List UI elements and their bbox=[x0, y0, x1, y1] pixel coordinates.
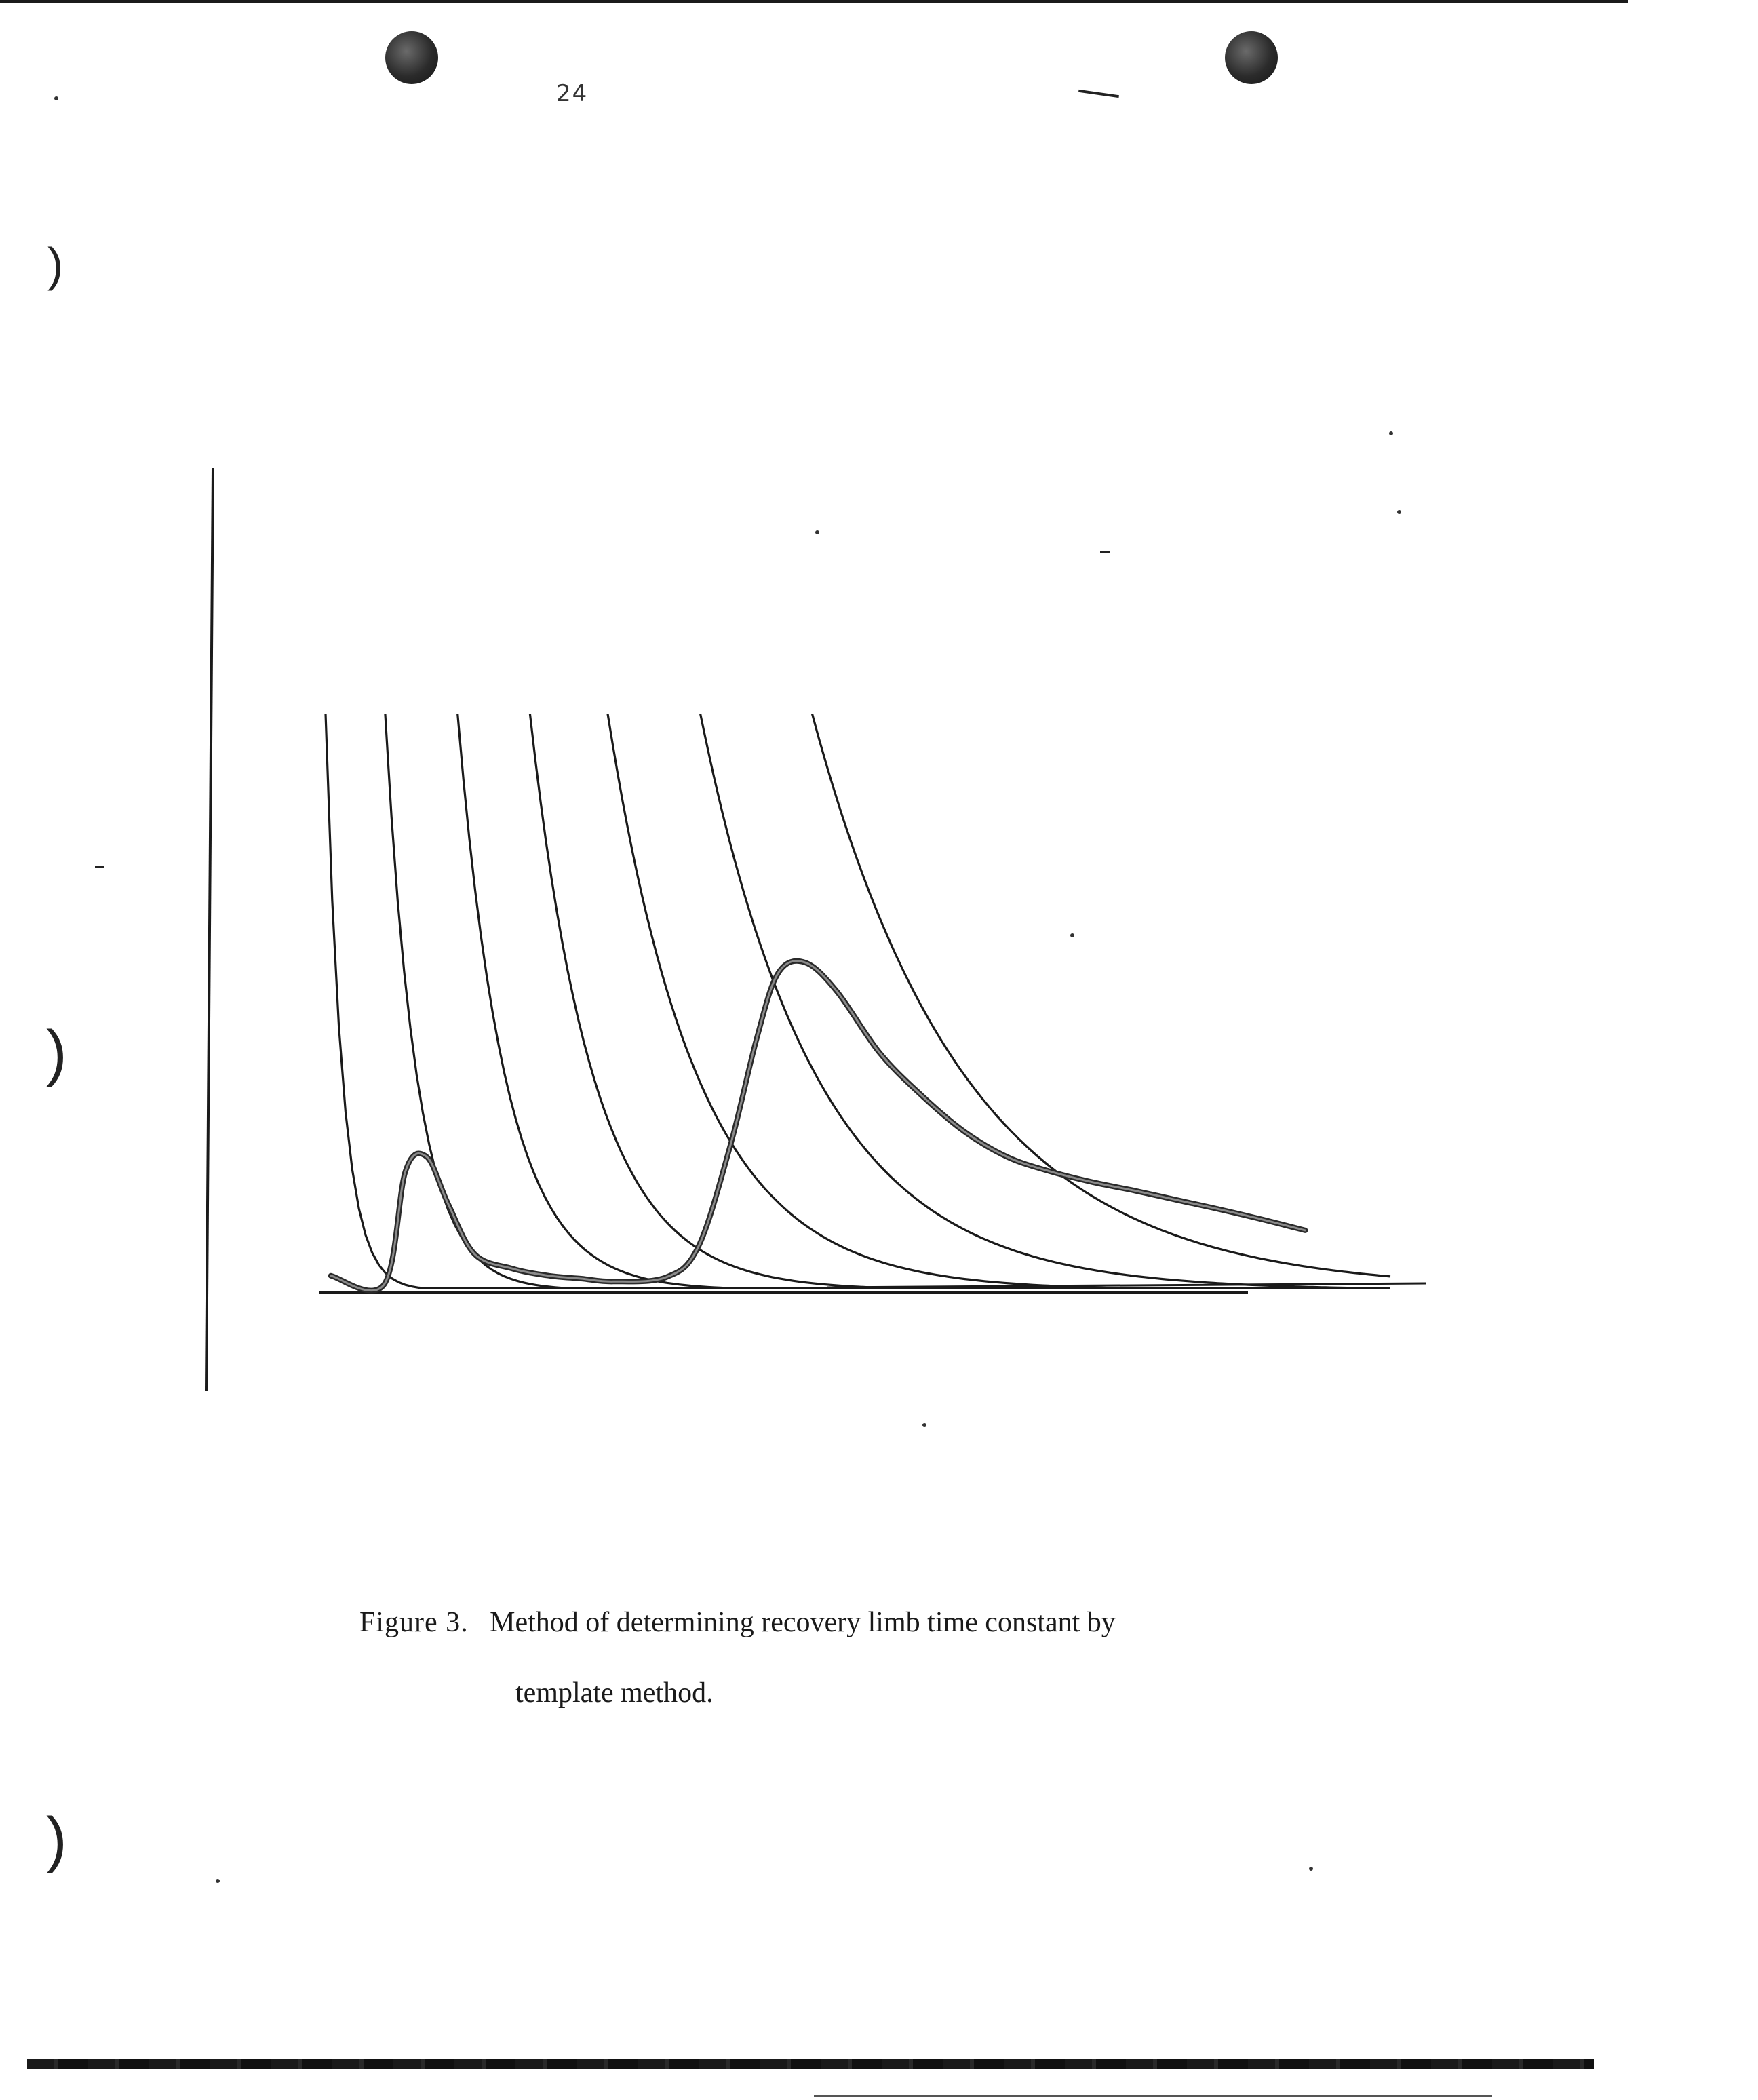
figure-caption: Figure 3. Method of determining recovery… bbox=[359, 1587, 1445, 1728]
template-curves bbox=[324, 713, 1391, 1289]
margin-mark: ) bbox=[46, 1805, 67, 1874]
figure-template-plot bbox=[205, 467, 1426, 1391]
scan-speck bbox=[1397, 510, 1401, 514]
punch-hole-right bbox=[1225, 31, 1278, 84]
caption-line-1: Figure 3. Method of determining recovery… bbox=[359, 1587, 1445, 1658]
scan-speck bbox=[1309, 1867, 1313, 1871]
caption-number: Figure 3. bbox=[359, 1607, 469, 1638]
template-curve bbox=[528, 714, 1390, 1289]
template-curve bbox=[384, 714, 1390, 1289]
plot-axes bbox=[205, 467, 1426, 1391]
hydrograph-line-inner bbox=[330, 960, 1306, 1292]
caption-line-2: template method. bbox=[515, 1677, 714, 1709]
template-curve bbox=[810, 713, 1391, 1278]
bottom-edge-rule bbox=[814, 2095, 1492, 2097]
scan-speck bbox=[1389, 431, 1393, 435]
scan-speck bbox=[54, 96, 58, 100]
margin-mark: ) bbox=[47, 238, 64, 291]
margin-mark: ) bbox=[46, 1018, 67, 1087]
hydrograph-line bbox=[328, 958, 1308, 1294]
scan-speck bbox=[815, 530, 819, 534]
scan-speck bbox=[216, 1879, 220, 1883]
hydrograph-curve bbox=[328, 958, 1308, 1294]
template-curve bbox=[456, 714, 1390, 1289]
page-mark: 24 bbox=[556, 80, 589, 107]
caption-text-1: Method of determining recovery limb time… bbox=[490, 1607, 1116, 1638]
template-curve bbox=[606, 714, 1390, 1289]
scan-speck bbox=[922, 1423, 926, 1427]
punch-hole-left bbox=[385, 31, 438, 84]
x-axis-extension bbox=[827, 1282, 1426, 1289]
scan-speck bbox=[1070, 933, 1074, 937]
bottom-edge-band bbox=[27, 2059, 1594, 2069]
scan-mark bbox=[95, 866, 104, 868]
template-curve bbox=[324, 714, 1390, 1289]
template-curve bbox=[699, 714, 1390, 1289]
top-rule bbox=[0, 0, 1628, 3]
scan-mark bbox=[1078, 89, 1119, 98]
y-axis-line bbox=[205, 467, 214, 1391]
scan-mark bbox=[1100, 551, 1110, 553]
